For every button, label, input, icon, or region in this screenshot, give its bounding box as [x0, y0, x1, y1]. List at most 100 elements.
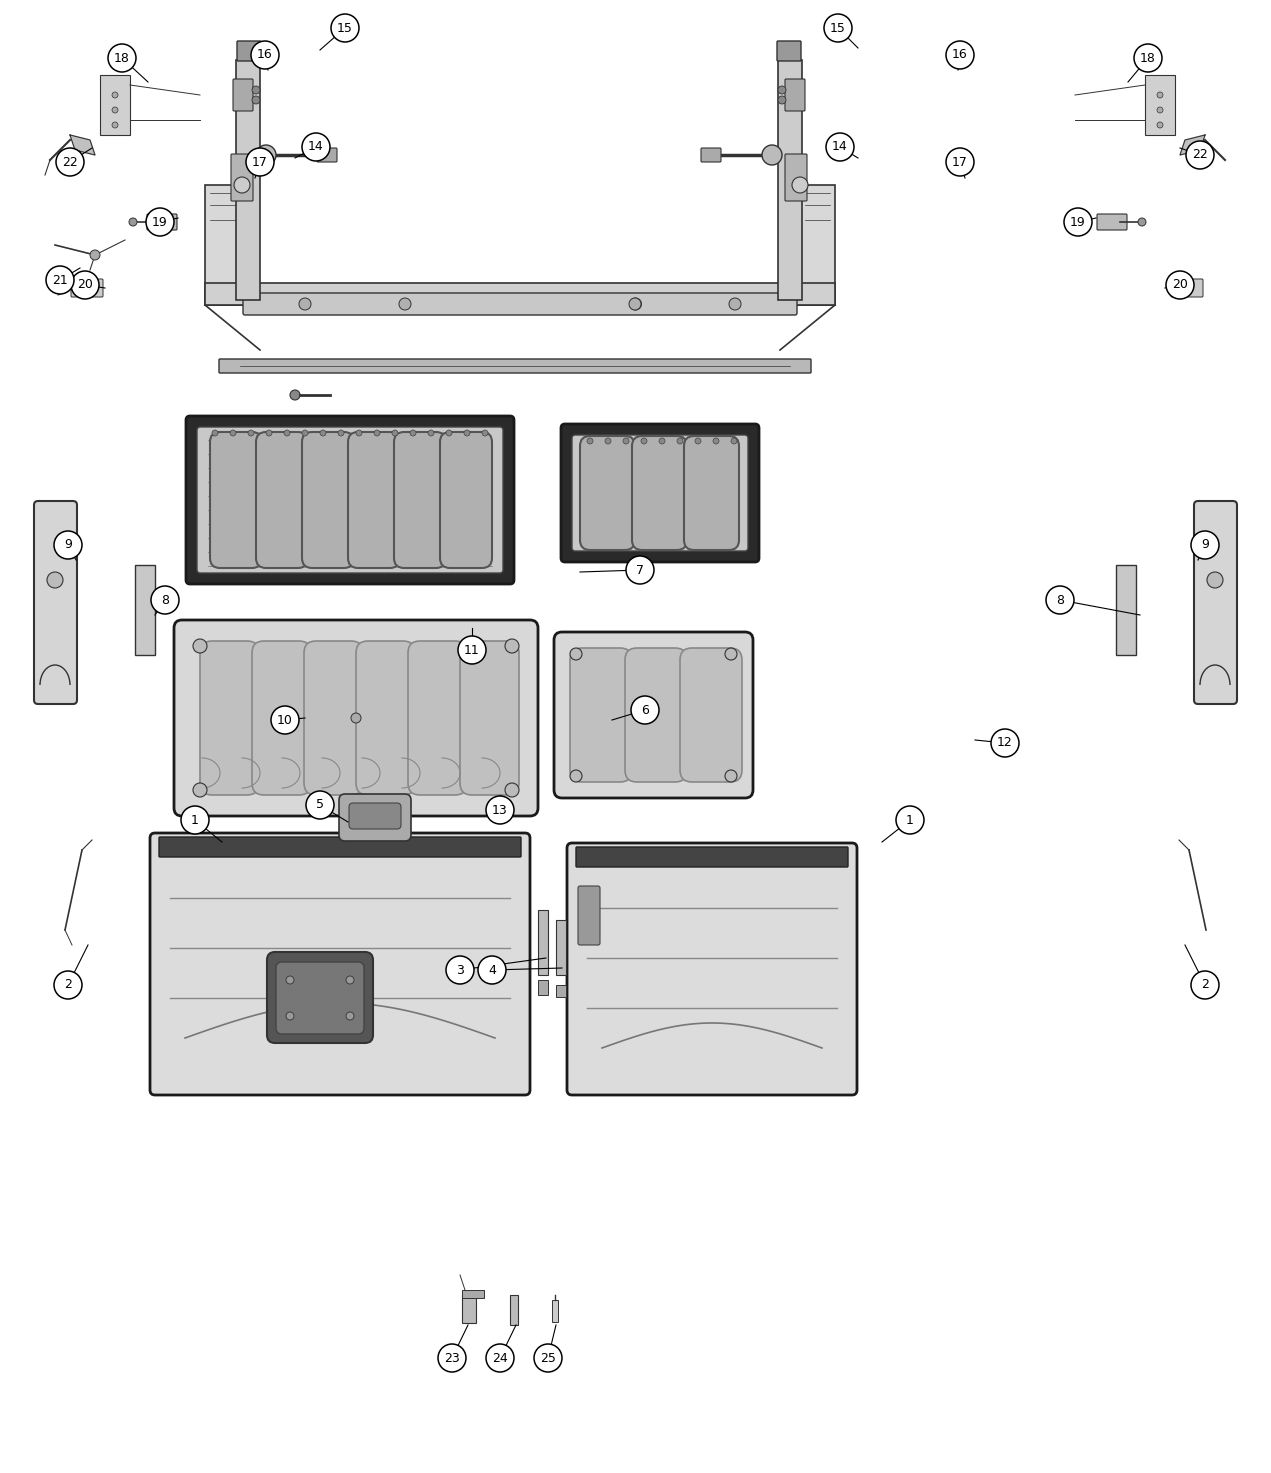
Text: 17: 17	[252, 156, 268, 168]
FancyBboxPatch shape	[159, 837, 521, 857]
Circle shape	[605, 437, 611, 443]
Circle shape	[946, 41, 974, 69]
FancyBboxPatch shape	[302, 432, 355, 569]
Circle shape	[1134, 44, 1162, 72]
Text: 7: 7	[636, 564, 644, 576]
Circle shape	[629, 298, 642, 309]
Circle shape	[47, 572, 64, 588]
Text: 11: 11	[464, 644, 480, 657]
Circle shape	[1207, 572, 1223, 588]
FancyBboxPatch shape	[680, 648, 742, 782]
FancyBboxPatch shape	[233, 80, 253, 110]
Circle shape	[290, 390, 300, 401]
Bar	[461, 1295, 477, 1323]
FancyBboxPatch shape	[243, 293, 797, 315]
Bar	[205, 186, 243, 305]
Text: 4: 4	[488, 963, 496, 977]
Circle shape	[486, 795, 513, 823]
Text: 18: 18	[114, 52, 130, 65]
Text: 2: 2	[64, 978, 72, 991]
Text: 5: 5	[316, 798, 324, 812]
Circle shape	[330, 15, 358, 43]
Circle shape	[56, 147, 84, 175]
Text: 12: 12	[998, 736, 1013, 750]
FancyBboxPatch shape	[785, 155, 807, 200]
Circle shape	[248, 430, 254, 436]
FancyBboxPatch shape	[255, 432, 308, 569]
Circle shape	[151, 586, 179, 614]
Circle shape	[252, 96, 261, 105]
Text: 9: 9	[64, 539, 72, 551]
Circle shape	[302, 133, 330, 161]
Text: 3: 3	[456, 963, 464, 977]
FancyBboxPatch shape	[572, 435, 749, 551]
Circle shape	[146, 208, 174, 236]
Circle shape	[1157, 91, 1163, 99]
Circle shape	[266, 430, 272, 436]
Bar	[555, 985, 566, 997]
Bar	[797, 186, 835, 305]
Bar	[538, 980, 548, 994]
Bar	[100, 75, 130, 136]
Circle shape	[505, 639, 519, 653]
Text: 16: 16	[257, 49, 273, 62]
Text: 13: 13	[492, 803, 508, 816]
Circle shape	[112, 122, 118, 128]
Circle shape	[731, 437, 737, 443]
FancyBboxPatch shape	[316, 147, 337, 162]
Circle shape	[438, 1343, 466, 1371]
FancyBboxPatch shape	[777, 41, 801, 60]
Bar	[538, 910, 548, 975]
Circle shape	[695, 437, 702, 443]
Circle shape	[486, 1343, 513, 1371]
Circle shape	[193, 784, 207, 797]
Text: 17: 17	[952, 156, 969, 168]
Text: 9: 9	[1201, 539, 1209, 551]
Circle shape	[411, 430, 416, 436]
FancyBboxPatch shape	[252, 641, 311, 795]
Circle shape	[792, 177, 808, 193]
Circle shape	[71, 271, 99, 299]
Circle shape	[1157, 122, 1163, 128]
Circle shape	[399, 298, 411, 309]
Text: 16: 16	[952, 49, 969, 62]
Circle shape	[1138, 218, 1146, 225]
Circle shape	[428, 430, 433, 436]
FancyBboxPatch shape	[460, 641, 519, 795]
FancyBboxPatch shape	[580, 436, 636, 549]
Circle shape	[53, 530, 83, 558]
Circle shape	[193, 639, 207, 653]
FancyBboxPatch shape	[625, 648, 688, 782]
Text: 19: 19	[153, 215, 168, 228]
FancyBboxPatch shape	[632, 436, 688, 549]
Text: 14: 14	[833, 140, 848, 153]
FancyBboxPatch shape	[276, 962, 364, 1034]
FancyBboxPatch shape	[576, 847, 848, 868]
Circle shape	[677, 437, 683, 443]
FancyBboxPatch shape	[578, 885, 600, 946]
Circle shape	[1166, 271, 1193, 299]
Text: 8: 8	[1056, 594, 1064, 607]
Circle shape	[630, 697, 658, 725]
FancyBboxPatch shape	[71, 278, 103, 298]
Circle shape	[1157, 108, 1163, 113]
Text: 22: 22	[1192, 149, 1207, 162]
Circle shape	[53, 971, 83, 999]
Circle shape	[824, 15, 852, 43]
Text: 18: 18	[1140, 52, 1155, 65]
Circle shape	[629, 298, 641, 309]
Text: 2: 2	[1201, 978, 1209, 991]
FancyBboxPatch shape	[702, 147, 721, 162]
FancyBboxPatch shape	[174, 620, 538, 816]
Circle shape	[346, 977, 355, 984]
Circle shape	[778, 85, 785, 94]
Circle shape	[896, 806, 924, 834]
Circle shape	[391, 430, 398, 436]
Text: 22: 22	[62, 156, 78, 168]
Circle shape	[478, 956, 506, 984]
Circle shape	[252, 85, 261, 94]
Circle shape	[283, 430, 290, 436]
Circle shape	[778, 96, 785, 105]
Text: 6: 6	[641, 704, 649, 716]
Circle shape	[658, 437, 665, 443]
